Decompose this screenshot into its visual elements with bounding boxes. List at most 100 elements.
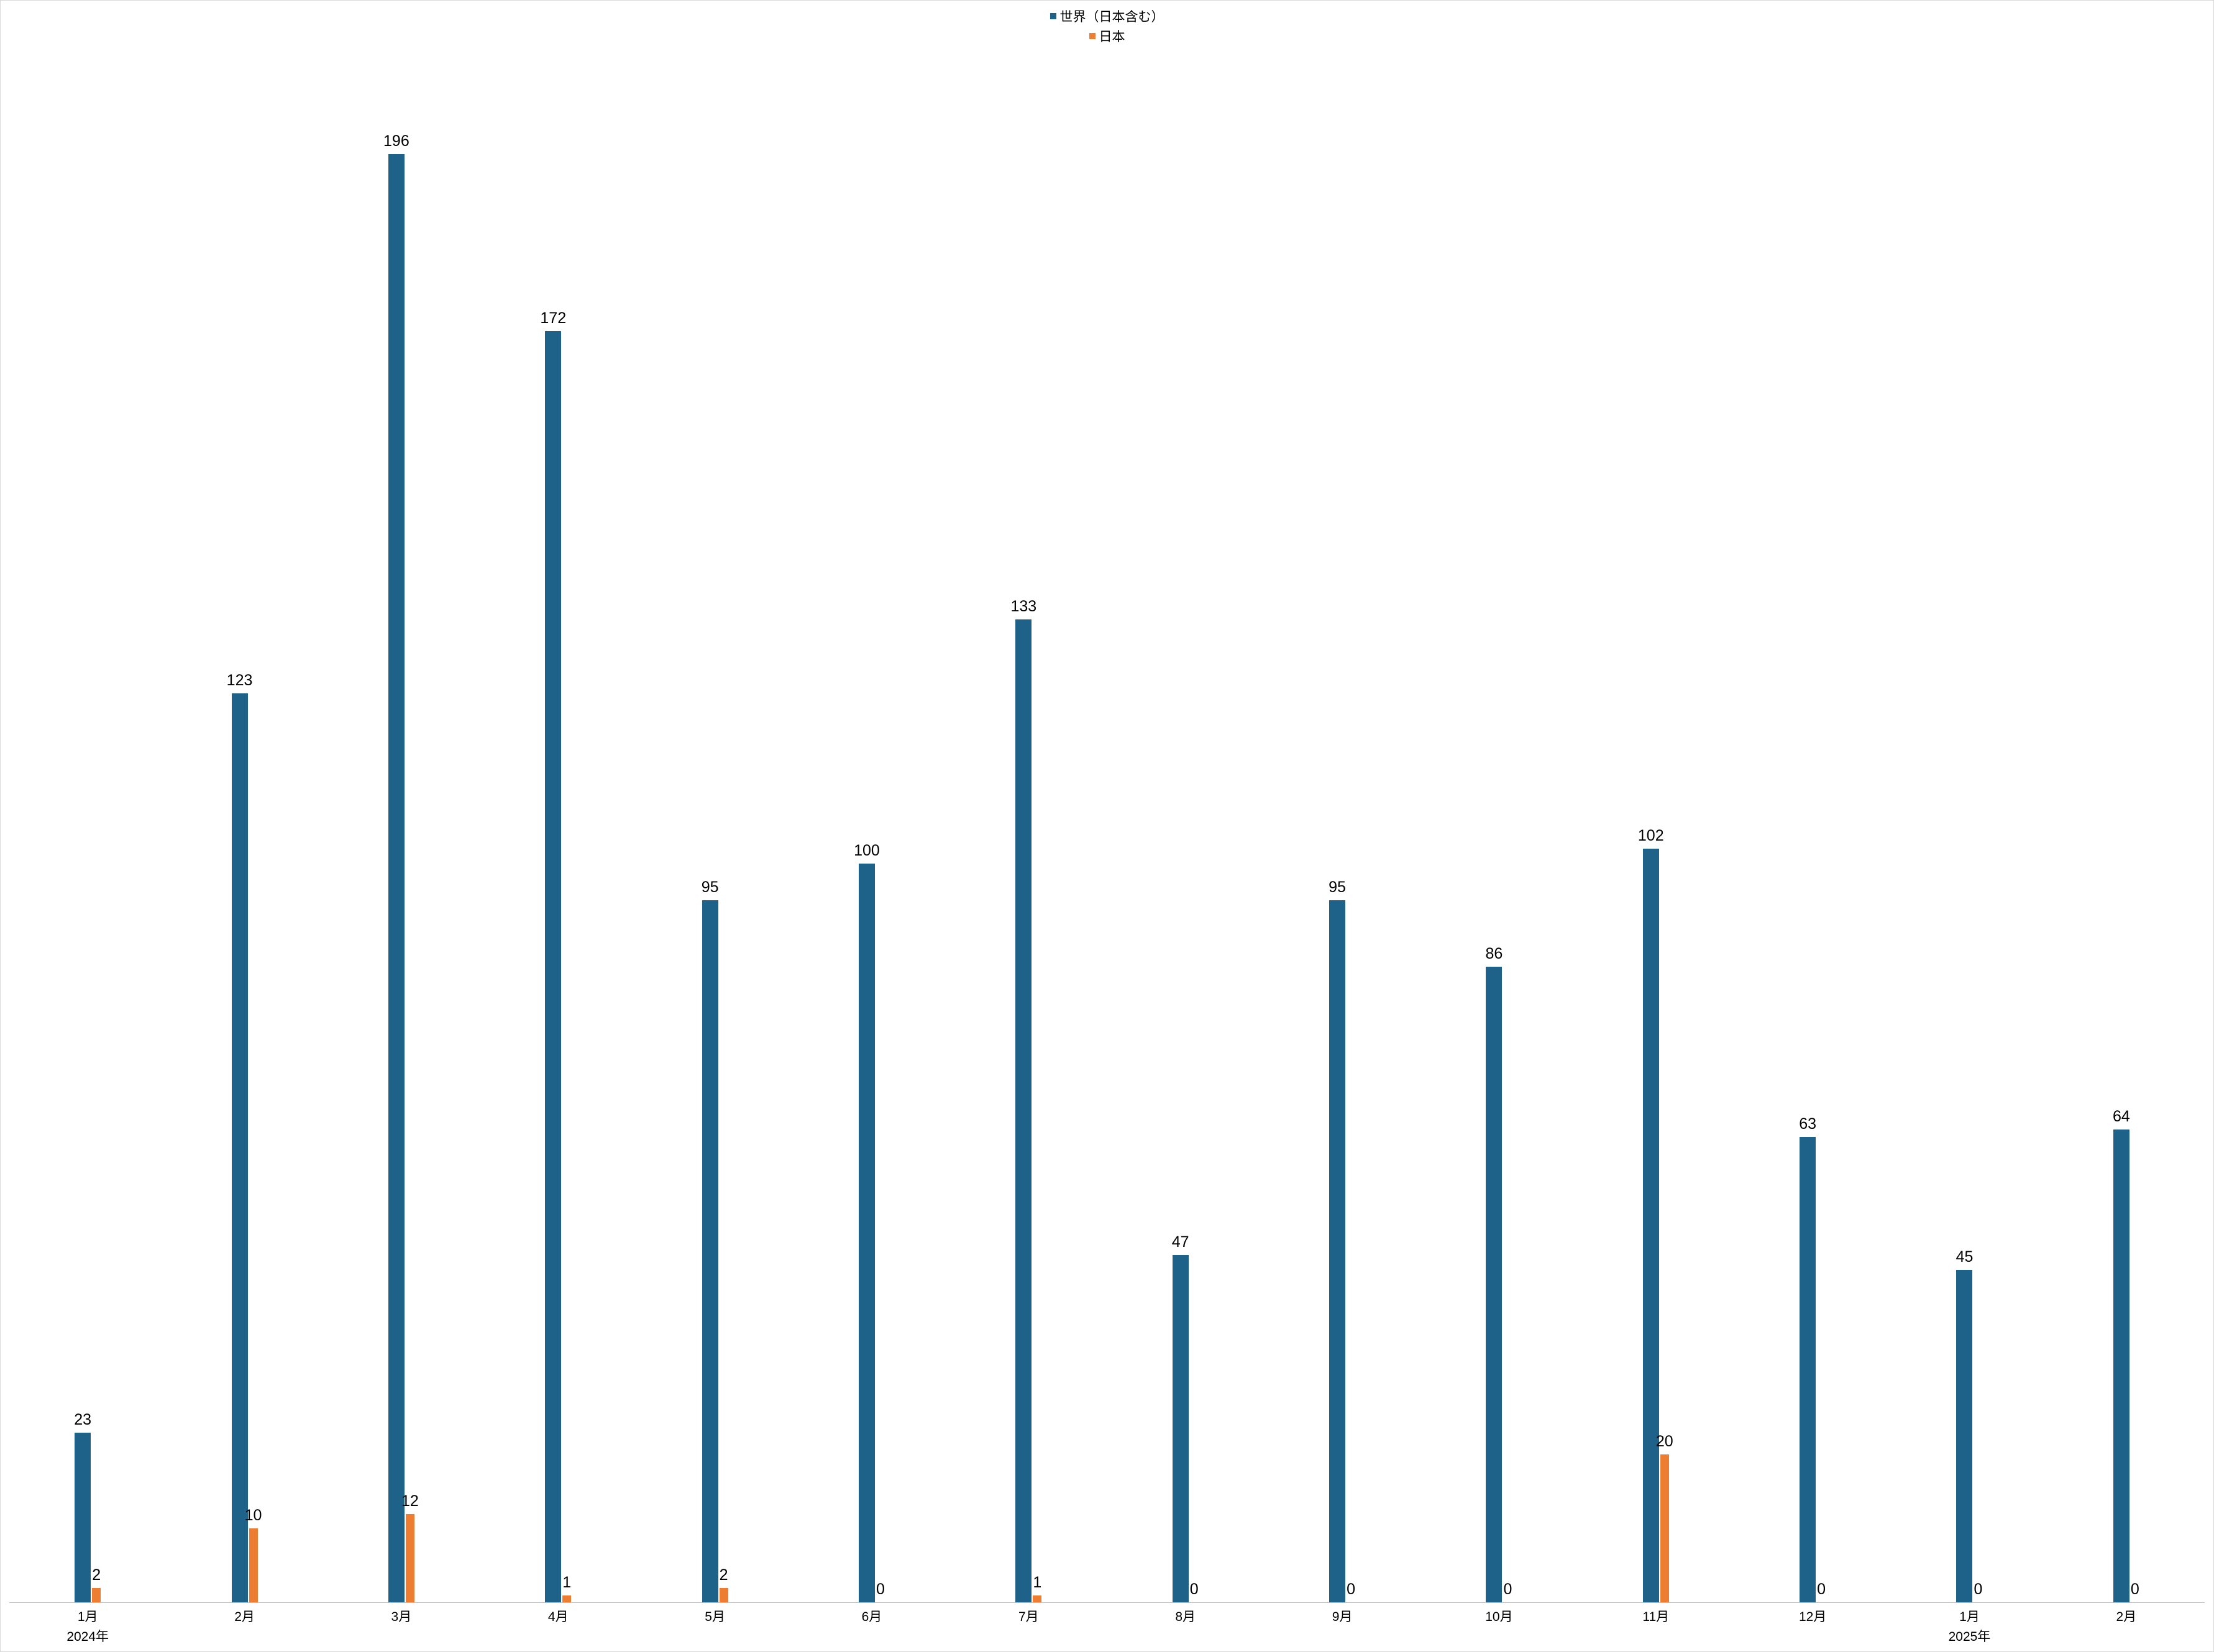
bar-group: 1721	[480, 50, 636, 1602]
bar-world: 95	[702, 50, 718, 1602]
bar-world: 123	[232, 50, 248, 1602]
bar-japan: 12	[406, 50, 414, 1602]
bar-rect	[1486, 967, 1502, 1602]
bar-japan: 0	[1190, 50, 1199, 1602]
x-axis: 1月2月3月4月5月6月7月8月9月10月11月12月1月2月	[9, 1607, 2205, 1625]
data-label-japan: 1	[1033, 1574, 1041, 1592]
x-year-label: 2025年	[1949, 1627, 1991, 1645]
x-axis-year-row: 2024年 2025年	[9, 1627, 2205, 1648]
data-label-japan: 2	[92, 1566, 101, 1584]
bar-japan: 10	[249, 50, 258, 1602]
x-tick: 8月	[1107, 1607, 1264, 1625]
bar-rect	[720, 1588, 728, 1603]
bar-world: 63	[1800, 50, 1816, 1602]
bar-world: 45	[1956, 50, 1972, 1602]
bar-rect	[545, 331, 561, 1602]
legend-label-world: 世界（日本含む）	[1060, 7, 1164, 25]
data-label-world: 45	[1956, 1248, 1974, 1266]
bar-group: 19612	[323, 50, 480, 1602]
x-tick: 5月	[636, 1607, 793, 1625]
plot-inner: 2321231019612172195210001331470950860102…	[9, 50, 2205, 1602]
bar-world: 172	[545, 50, 561, 1602]
plot-area: 2321231019612172195210001331470950860102…	[9, 50, 2205, 1603]
legend: 世界（日本含む） 日本	[9, 7, 2205, 45]
bar-rect	[406, 1514, 414, 1603]
bar-group: 470	[1107, 50, 1264, 1602]
x-tick: 9月	[1264, 1607, 1420, 1625]
data-label-japan: 0	[1347, 1581, 1355, 1599]
data-label-world: 95	[1329, 878, 1346, 897]
bar-japan: 0	[1974, 50, 1982, 1602]
x-tick: 1月	[9, 1607, 166, 1625]
bar-world: 133	[1015, 50, 1032, 1602]
bar-group: 86 0	[1420, 50, 1577, 1602]
bar-world: 47	[1173, 50, 1189, 1602]
x-tick: 2月	[166, 1607, 322, 1625]
bar-japan: 0	[1817, 50, 1826, 1602]
bar-group: 12310	[166, 50, 322, 1602]
x-tick: 6月	[794, 1607, 950, 1625]
x-year-label: 2024年	[66, 1627, 109, 1645]
data-label-world: 47	[1172, 1233, 1189, 1251]
bar-rect	[388, 154, 405, 1603]
bar-rect	[1643, 849, 1659, 1603]
bar-japan: 0	[1347, 50, 1355, 1602]
bar-world: 64	[2113, 50, 2129, 1602]
bar-rect	[75, 1433, 91, 1603]
bar-rect	[92, 1588, 101, 1603]
data-label-japan: 12	[401, 1492, 419, 1510]
data-label-japan: 10	[245, 1507, 262, 1525]
x-tick: 1月	[1891, 1607, 2047, 1625]
bar-group: 630	[1734, 50, 1891, 1602]
bar-group: 10220	[1578, 50, 1734, 1602]
data-label-world: 64	[2113, 1108, 2130, 1126]
x-tick: 2月	[2048, 1607, 2205, 1625]
data-label-japan: 0	[1974, 1581, 1983, 1599]
data-label-world: 23	[74, 1411, 91, 1429]
bar-rect	[232, 693, 248, 1602]
data-label-world: 86	[1486, 945, 1503, 963]
plot-outer: 2321231019612172195210001331470950860102…	[9, 50, 2205, 1648]
data-label-japan: 20	[1656, 1433, 1673, 1451]
data-label-japan: 0	[876, 1581, 885, 1599]
x-tick: 10月	[1420, 1607, 1577, 1625]
bar-japan: 20	[1660, 50, 1669, 1602]
bar-rect	[859, 864, 875, 1603]
bar-world: 86	[1486, 50, 1502, 1602]
bar-japan: 2	[720, 50, 728, 1602]
legend-swatch-japan	[1089, 33, 1096, 39]
legend-label-japan: 日本	[1099, 27, 1125, 45]
bar-rect	[562, 1595, 571, 1603]
bar-rect	[1660, 1454, 1669, 1602]
chart-frame: 世界（日本含む）日本 23212310196121721952100013314…	[0, 0, 2214, 1652]
data-label-world: 63	[1799, 1115, 1816, 1133]
bar-rect	[702, 900, 718, 1602]
bar-world: 196	[388, 50, 405, 1602]
data-label-japan: 0	[1503, 1581, 1512, 1599]
data-label-world: 95	[702, 878, 719, 897]
legend-item-world: 世界（日本含む）	[1050, 7, 1164, 25]
bar-group: 1000	[794, 50, 950, 1602]
bar-group: 952	[636, 50, 793, 1602]
bar-group: 64 0	[2048, 50, 2205, 1602]
bar-world: 95	[1329, 50, 1345, 1602]
legend-swatch-world	[1050, 13, 1056, 19]
bar-rect	[2113, 1129, 2129, 1602]
x-tick: 12月	[1734, 1607, 1891, 1625]
bar-japan: 0	[1503, 50, 1512, 1602]
bar-japan: 0	[876, 50, 885, 1602]
data-label-japan: 0	[2131, 1581, 2139, 1599]
x-tick: 11月	[1578, 1607, 1734, 1625]
bar-japan: 1	[562, 50, 571, 1602]
bar-japan: 0	[2131, 50, 2139, 1602]
bar-world: 102	[1643, 50, 1659, 1602]
bar-rect	[1800, 1137, 1816, 1603]
data-label-japan: 1	[562, 1574, 571, 1592]
bar-rect	[1015, 619, 1032, 1602]
bar-group: 95 0	[1264, 50, 1420, 1602]
bar-rect	[1329, 900, 1345, 1602]
x-tick: 7月	[950, 1607, 1107, 1625]
bar-japan: 1	[1033, 50, 1041, 1602]
bar-rect	[1173, 1255, 1189, 1602]
legend-item-japan: 日本	[1089, 27, 1125, 45]
